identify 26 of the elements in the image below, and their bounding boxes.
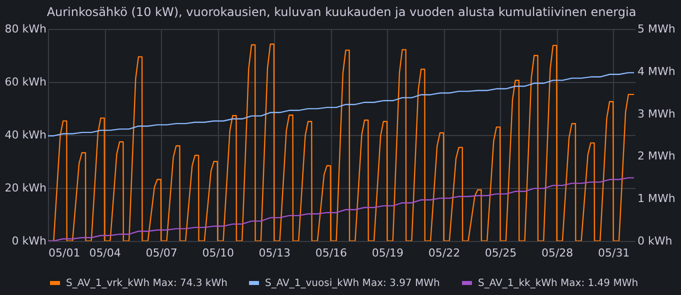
x-tick-label: 05/04 <box>89 246 121 260</box>
legend-label: S_AV_1_kk_kWh Max: 1.49 MWh <box>478 278 638 289</box>
x-tick-label: 05/13 <box>258 246 290 260</box>
y2-tick-label: 0 kWh <box>638 234 672 248</box>
x-tick-label: 05/28 <box>541 246 574 260</box>
y-tick-label: 40 kWh <box>4 128 47 142</box>
x-tick-label: 05/19 <box>372 246 404 260</box>
legend-label: S_AV_1_vrk_kWh Max: 74.3 kWh <box>66 278 228 289</box>
y2-tick-label: 1 MWh <box>638 192 676 206</box>
chart-title: Aurinkosähkö (10 kW), vuorokausien, kuluvan kuukauden ja vuoden alusta kumulatiivinen energia <box>46 5 636 19</box>
x-tick-label: 05/22 <box>428 246 460 260</box>
x-tick-label: 05/01 <box>48 246 80 260</box>
y2-tick-label: 2 MWh <box>638 150 676 163</box>
legend-label: S_AV_1_vuosi_kWh Max: 3.97 MWh <box>265 278 440 289</box>
x-tick-label: 05/10 <box>202 246 234 260</box>
x-tick-label: 05/31 <box>598 246 630 260</box>
y2-tick-label: 3 MWh <box>638 107 676 120</box>
x-tick-label: 05/07 <box>146 246 178 260</box>
y-tick-label: 0 kWh <box>12 234 47 248</box>
y-tick-label: 80 kWh <box>4 22 47 36</box>
x-tick-label: 05/25 <box>484 246 517 260</box>
x-tick-label: 05/16 <box>315 246 348 260</box>
y2-tick-label: 4 MWh <box>638 64 676 78</box>
y-tick-label: 20 kWh <box>4 182 47 194</box>
y2-tick-label: 5 MWh <box>638 22 676 36</box>
y-tick-label: 60 kWh <box>4 76 47 88</box>
